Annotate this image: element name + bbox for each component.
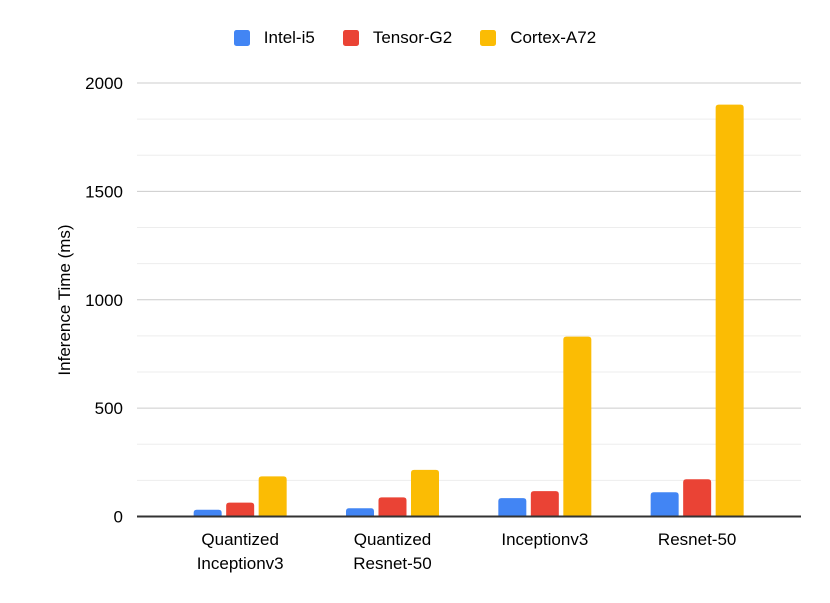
legend-label: Intel-i5 [263,28,315,47]
bar [563,336,592,517]
x-category-label: Resnet-50 [353,554,431,573]
bar [530,491,559,517]
bar [378,497,407,517]
x-category-label: Quantized [201,530,279,549]
x-category-label: Resnet-50 [658,530,736,549]
x-category-label: Quantized [354,530,432,549]
bar [226,502,255,517]
bar [683,479,712,517]
y-tick-label: 0 [114,508,123,527]
y-axis-title: Inference Time (ms) [55,224,74,375]
legend-item-2: Cortex-A72 [480,29,596,47]
bar [650,492,679,517]
bar [715,104,744,517]
x-category-label: Inceptionv3 [197,554,284,573]
bar [410,469,439,517]
y-tick-label: 1000 [85,291,123,310]
chart-legend: Intel-i5 Tensor-G2 Cortex-A72 [0,29,830,47]
y-tick-label: 2000 [85,74,123,93]
legend-swatch-icon [342,30,359,46]
x-category-label: Inceptionv3 [501,530,588,549]
legend-label: Cortex-A72 [510,28,597,47]
bar [498,498,527,517]
legend-swatch-icon [480,30,497,46]
legend-item-0: Intel-i5 [233,28,315,47]
bar [345,508,374,517]
y-tick-label: 1500 [85,182,123,201]
bar [193,509,222,517]
legend-label: Tensor-G2 [372,28,453,47]
legend-swatch-icon [233,30,250,46]
legend-item-1: Tensor-G2 [342,28,453,47]
y-tick-label: 500 [95,399,123,418]
bar [258,476,287,517]
